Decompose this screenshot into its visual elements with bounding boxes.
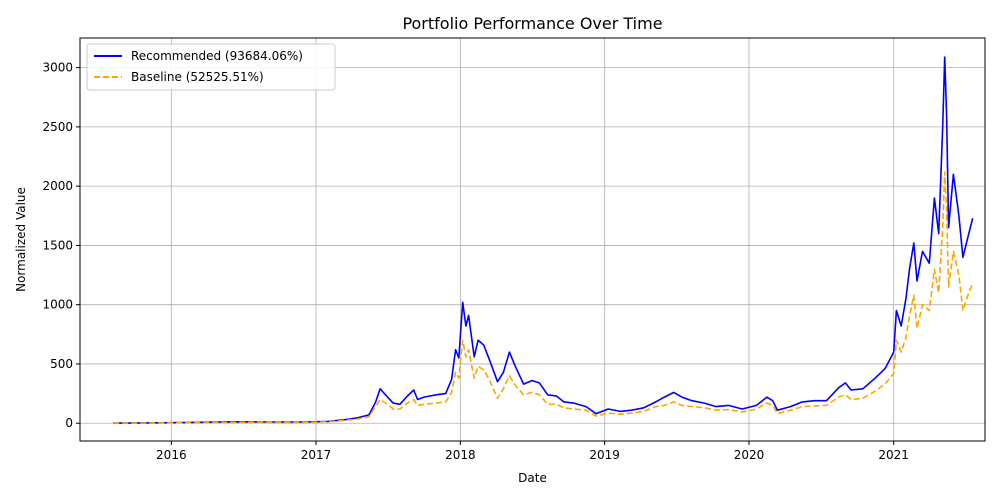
x-tick-label: 2016 [156,448,187,462]
legend: Recommended (93684.06%) Baseline (52525.… [86,43,336,91]
y-axis-label: Normalized Value [14,187,28,292]
chart-title: Portfolio Performance Over Time [402,14,662,33]
x-tick-label: 2018 [445,448,476,462]
y-tick-label: 2500 [42,120,73,134]
x-tick-label: 2019 [589,448,620,462]
x-axis-label: Date [518,471,547,485]
y-tick-label: 2000 [42,179,73,193]
legend-box [86,43,336,91]
grid [80,38,985,441]
legend-label-recommended: Recommended (93684.06%) [131,49,303,63]
axis-ticks: 2016 2017 2018 2019 2020 2021 0 500 1000 1500 2000… [42,61,908,462]
plot-frame [79,37,986,442]
y-tick-label: 1000 [42,298,73,312]
series-lines [113,56,974,424]
x-tick-label: 2020 [734,448,765,462]
x-tick-label: 2017 [301,448,332,462]
series-line-baseline [113,171,974,424]
y-tick-label: 3000 [42,61,73,75]
y-tick-label: 1500 [42,238,73,252]
x-tick-label: 2021 [878,448,909,462]
series-line-recommended [113,56,974,424]
legend-label-baseline: Baseline (52525.51%) [131,70,264,84]
y-tick-label: 0 [65,416,73,430]
y-tick-label: 500 [50,357,73,371]
